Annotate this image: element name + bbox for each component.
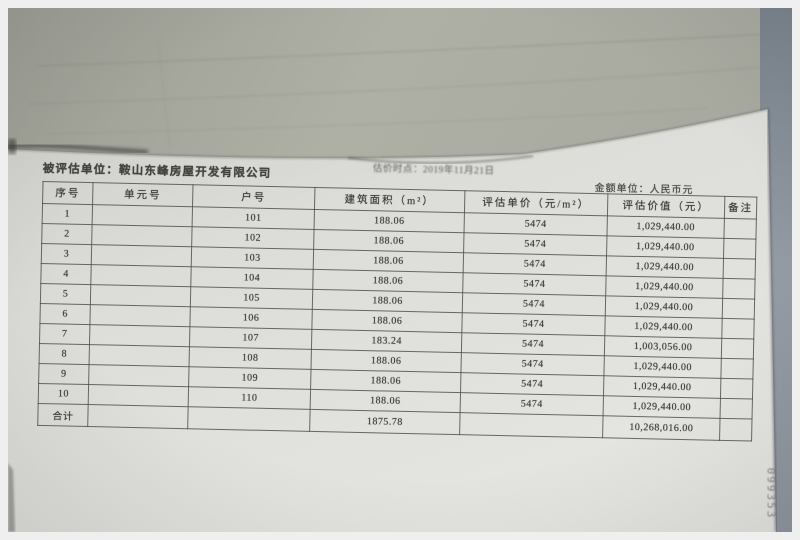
cell: 1,029,440.00 bbox=[606, 255, 724, 279]
cell bbox=[720, 398, 753, 420]
cell: 合计 bbox=[37, 403, 89, 427]
cell: 109 bbox=[188, 366, 311, 390]
cell: 1,029,440.00 bbox=[606, 215, 725, 239]
cell: 7 bbox=[39, 323, 90, 345]
valuation-date-note: 估价时点：2019年11月21日 bbox=[372, 164, 495, 177]
cell: 1,029,440.00 bbox=[603, 395, 721, 419]
header-cell: 序号 bbox=[42, 181, 94, 205]
cell: 2 bbox=[41, 223, 93, 245]
cell bbox=[90, 264, 192, 287]
cell: 1875.78 bbox=[309, 409, 461, 435]
cell: 107 bbox=[189, 326, 312, 350]
cell bbox=[89, 324, 190, 347]
cell bbox=[88, 384, 189, 407]
cell bbox=[723, 238, 756, 260]
cell: 1,029,440.00 bbox=[605, 295, 723, 319]
cell bbox=[719, 418, 753, 442]
cell: 102 bbox=[191, 226, 315, 250]
header-cell: 评估价值（元） bbox=[607, 193, 725, 219]
cell bbox=[91, 244, 192, 267]
stamp-number: 099353 bbox=[764, 467, 778, 520]
cell bbox=[187, 406, 311, 432]
cell bbox=[722, 278, 756, 300]
cell: 10,268,016.00 bbox=[602, 415, 721, 441]
vignette-overlay bbox=[8, 8, 792, 532]
document-photo: 被评估单位：鞍山东峰房屋开发有限公司 估价时点：2019年11月21日 金额单位… bbox=[8, 8, 792, 532]
cell bbox=[88, 364, 190, 387]
cell: 110 bbox=[188, 386, 311, 410]
cell: 103 bbox=[191, 246, 314, 270]
appraisal-table-body: 1 101 188.06 5474 1,029,440.00 2 102 188.06 5474… bbox=[37, 203, 757, 442]
cell: 1,029,440.00 bbox=[603, 375, 721, 399]
photo-background bbox=[8, 8, 792, 532]
cell bbox=[723, 258, 756, 280]
cell: 1,029,440.00 bbox=[604, 315, 723, 339]
header-cell: 备注 bbox=[724, 196, 757, 220]
cell bbox=[723, 218, 757, 240]
cell: 1,029,440.00 bbox=[603, 355, 722, 379]
cell: 1 bbox=[42, 203, 93, 225]
header-cell: 单元号 bbox=[92, 182, 193, 207]
cell: 8 bbox=[39, 343, 90, 365]
cell: 1,003,056.00 bbox=[604, 335, 722, 359]
cell: 101 bbox=[192, 206, 315, 230]
cell: 106 bbox=[189, 306, 313, 330]
cell bbox=[722, 298, 755, 320]
cell: 104 bbox=[190, 266, 314, 290]
appraisal-table: 序号 单元号 户号 建筑面积（m²） 评估单价（元/m²） 评估价值（元） 备注 1 101 1… bbox=[37, 180, 758, 442]
cell bbox=[87, 404, 189, 429]
cell bbox=[90, 284, 191, 307]
cell bbox=[89, 304, 191, 327]
cell bbox=[89, 344, 190, 367]
cell bbox=[720, 358, 754, 380]
cell bbox=[91, 224, 193, 247]
cell bbox=[721, 338, 754, 360]
cell: 4 bbox=[40, 263, 92, 285]
cell: 10 bbox=[38, 383, 89, 405]
cell: 1,029,440.00 bbox=[606, 235, 724, 259]
cell bbox=[459, 412, 604, 438]
cell: 5 bbox=[40, 283, 91, 305]
cell: 1,029,440.00 bbox=[605, 275, 724, 299]
cell: 3 bbox=[41, 243, 92, 265]
cell: 105 bbox=[190, 286, 313, 310]
cell bbox=[92, 204, 193, 227]
cell bbox=[721, 318, 755, 340]
cell: 9 bbox=[38, 363, 90, 385]
cell bbox=[720, 378, 753, 400]
header-cell: 评估单价（元/m²） bbox=[464, 190, 608, 216]
cell: 6 bbox=[39, 303, 91, 325]
cell: 108 bbox=[189, 346, 312, 370]
header-cell: 建筑面积（m²） bbox=[314, 187, 465, 213]
header-cell: 户号 bbox=[192, 184, 315, 210]
